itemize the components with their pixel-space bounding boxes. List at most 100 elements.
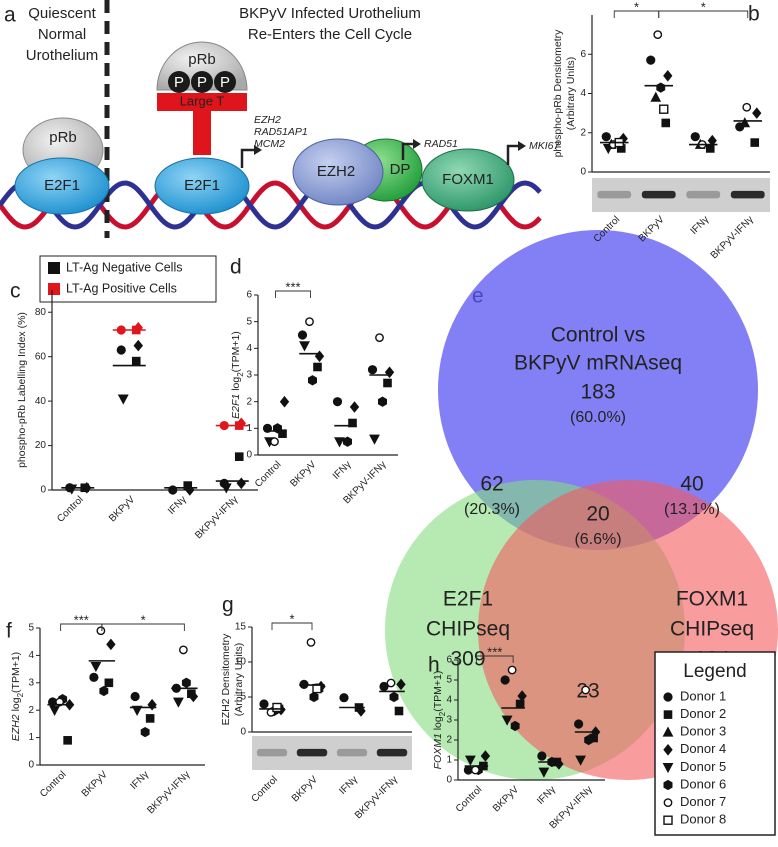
significance-label: * <box>289 611 294 626</box>
overlap-count: 20 <box>586 503 609 526</box>
data-point <box>297 330 308 340</box>
significance-bracket <box>101 623 185 631</box>
legend-marker <box>663 692 673 702</box>
y-axis-label-part: 2 <box>16 692 25 697</box>
protein-label: DP <box>390 161 411 178</box>
y-tick-label: 10 <box>235 657 247 668</box>
data-point <box>356 705 366 717</box>
set-percent: (60.0%) <box>570 409 626 426</box>
legend-label: Donor 1 <box>680 688 726 703</box>
y-axis-label: E2F1 log2(TPM+1) <box>230 331 245 419</box>
phosphate-label: P <box>220 74 230 91</box>
x-tick-label: Control <box>55 494 86 525</box>
data-point <box>147 698 157 711</box>
data-point <box>306 638 316 647</box>
data-point <box>339 693 349 703</box>
y-tick-label: 2 <box>28 705 34 716</box>
target-gene: RAD51 <box>424 138 458 150</box>
arrow-head <box>518 141 526 151</box>
x-tick-label: Control <box>253 459 284 490</box>
x-tick-label: Control <box>454 784 485 815</box>
y-tick-label: 1 <box>28 732 34 743</box>
large-t <box>193 111 211 155</box>
legend-label: Donor 2 <box>680 706 726 721</box>
blot-band <box>376 748 408 757</box>
y-tick-label: 6 <box>580 49 586 60</box>
data-point <box>334 437 345 448</box>
x-tick-label: BKPyV <box>290 774 320 804</box>
data-point <box>501 715 513 726</box>
y-axis-label: phospho-pRb Labelling Index (%) <box>16 312 28 468</box>
y-tick-label: 15 <box>235 622 247 633</box>
data-point <box>389 691 399 703</box>
legend-marker <box>663 815 673 825</box>
legend-box <box>39 255 217 303</box>
x-tick-label: BKPyV <box>491 784 521 814</box>
y-tick-label: 60 <box>35 351 47 362</box>
significance-label: *** <box>74 612 89 627</box>
data-point <box>367 365 378 375</box>
protein-label: FOXM1 <box>442 171 494 188</box>
data-point <box>259 699 269 709</box>
data-point <box>96 626 106 636</box>
significance-bracket <box>275 290 311 298</box>
y-axis-label: (Arbitrary Units) <box>565 57 577 131</box>
y-axis-label-part: log <box>230 377 242 394</box>
protein-label: E2F1 <box>184 177 220 194</box>
data-point <box>581 685 591 695</box>
y-axis-label-part: EZH2 <box>10 714 22 741</box>
y-tick-label: 0 <box>246 450 252 461</box>
data-point <box>349 401 360 413</box>
legend-box <box>654 651 776 836</box>
target-gene: MCM2 <box>254 138 285 150</box>
set-label: E2F1 <box>443 588 493 611</box>
data-point <box>49 705 60 716</box>
x-tick-label: IFNγ <box>689 214 712 237</box>
y-tick-label: 40 <box>35 396 47 407</box>
set-label: CHIPseq <box>670 618 754 641</box>
data-point <box>131 356 141 366</box>
y-axis-label: phospho-pRb Densitometry <box>552 29 564 158</box>
data-point <box>659 104 669 114</box>
y-axis-label: EZH2 Densitometry <box>220 633 232 725</box>
x-tick-label: IFNγ <box>128 769 151 792</box>
protein-label: pRb <box>188 51 216 68</box>
data-point <box>178 645 188 655</box>
data-point <box>117 394 129 405</box>
data-point <box>386 678 396 688</box>
data-point <box>313 362 322 372</box>
legend-label: LT-Ag Positive Cells <box>66 281 177 295</box>
data-point <box>234 452 244 461</box>
set-label: FOXM1 <box>676 588 748 611</box>
data-point <box>309 691 319 703</box>
data-point <box>188 690 199 703</box>
y-tick-label: 5 <box>246 316 252 327</box>
y-tick-label: 4 <box>246 343 252 354</box>
y-tick-label: 2 <box>446 735 452 746</box>
y-axis-label: EZH2 log2(TPM+1) <box>10 652 25 741</box>
data-point <box>369 434 380 445</box>
legend-label: Donor 6 <box>680 776 726 791</box>
significance-label: * <box>634 0 639 14</box>
data-point <box>575 755 586 766</box>
y-tick-label: 6 <box>246 290 252 301</box>
y-tick-label: 0 <box>240 727 246 738</box>
data-point <box>377 396 388 407</box>
protein-label: Large T <box>180 93 225 108</box>
arrow <box>401 142 413 160</box>
data-point <box>99 685 109 697</box>
data-point <box>705 144 715 153</box>
legend-marker <box>663 744 673 756</box>
protein-label: E2F1 <box>44 177 80 194</box>
significance-bracket <box>475 655 514 663</box>
panel-letter: c <box>10 280 21 303</box>
y-tick-label: 2 <box>580 127 586 138</box>
legend-title: Legend <box>683 661 746 682</box>
data-point <box>55 697 65 707</box>
phosphate <box>168 71 190 93</box>
data-point <box>63 736 72 745</box>
legend-label: Donor 7 <box>680 794 726 809</box>
set-label: BKPyV mRNAseq <box>514 352 682 375</box>
data-point <box>279 395 290 408</box>
target-gene: RAD51AP1 <box>254 126 308 138</box>
